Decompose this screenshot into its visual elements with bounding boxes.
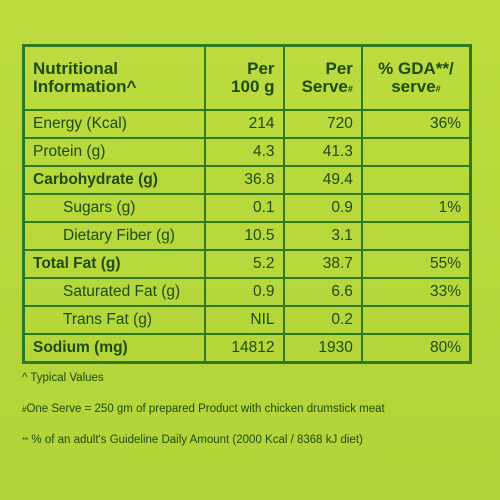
table-row: Sugars (g) 0.1 0.9 1% — [22, 193, 472, 223]
table-row: Saturated Fat (g) 0.9 6.6 33% — [22, 277, 472, 307]
footnote-gda: ** % of an adult's Guideline Daily Amoun… — [22, 434, 363, 446]
row-label: Sugars (g) — [22, 193, 207, 223]
row-per100: 10.5 — [204, 221, 285, 251]
row-label: Trans Fat (g) — [22, 305, 207, 335]
row-perserve: 6.6 — [282, 277, 363, 307]
footnote-serve: #One Serve = 250 gm of prepared Product … — [22, 403, 385, 415]
row-per100: 5.2 — [204, 249, 285, 279]
row-gda: 36% — [360, 109, 472, 139]
footnote-asterisk-mark: ** — [22, 436, 29, 445]
footnote-hash-mark: # — [22, 405, 27, 414]
table-row: Carbohydrate (g) 36.8 49.4 — [22, 165, 472, 195]
header-per-serve: Per Serve# — [282, 44, 363, 111]
table-row: Dietary Fiber (g) 10.5 3.1 — [22, 221, 472, 251]
table-row: Total Fat (g) 5.2 38.7 55% — [22, 249, 472, 279]
row-label: Energy (Kcal) — [22, 109, 207, 139]
row-gda — [360, 165, 472, 195]
row-label: Saturated Fat (g) — [22, 277, 207, 307]
row-gda — [360, 305, 472, 335]
header-per-100g: Per 100 g — [204, 44, 285, 111]
row-gda: 55% — [360, 249, 472, 279]
row-label: Sodium (mg) — [22, 333, 207, 364]
row-label: Protein (g) — [22, 137, 207, 167]
serve-hash-mark: # — [347, 84, 353, 94]
row-per100: NIL — [204, 305, 285, 335]
row-per100: 36.8 — [204, 165, 285, 195]
row-per100: 214 — [204, 109, 285, 139]
row-perserve: 720 — [282, 109, 363, 139]
row-perserve: 49.4 — [282, 165, 363, 195]
table-row: Protein (g) 4.3 41.3 — [22, 137, 472, 167]
nutrition-table: Nutritional Information^ Per 100 g Per S… — [22, 44, 472, 364]
gda-hash-mark: # — [435, 84, 441, 94]
table-header-row: Nutritional Information^ Per 100 g Per S… — [22, 44, 472, 111]
row-gda — [360, 221, 472, 251]
row-per100: 14812 — [204, 333, 285, 364]
row-per100: 0.9 — [204, 277, 285, 307]
row-perserve: 38.7 — [282, 249, 363, 279]
row-label: Dietary Fiber (g) — [22, 221, 207, 251]
row-label: Carbohydrate (g) — [22, 165, 207, 195]
row-gda: 33% — [360, 277, 472, 307]
row-gda: 1% — [360, 193, 472, 223]
table-row: Sodium (mg) 14812 1930 80% — [22, 333, 472, 364]
header-nutritional-information: Nutritional Information^ — [22, 44, 207, 111]
row-per100: 4.3 — [204, 137, 285, 167]
row-perserve: 1930 — [282, 333, 363, 364]
row-perserve: 0.9 — [282, 193, 363, 223]
header-gda-per-serve: % GDA**/ serve# — [360, 44, 472, 111]
row-perserve: 3.1 — [282, 221, 363, 251]
table-row: Trans Fat (g) NIL 0.2 — [22, 305, 472, 335]
row-perserve: 41.3 — [282, 137, 363, 167]
row-gda — [360, 137, 472, 167]
row-gda: 80% — [360, 333, 472, 364]
table-row: Energy (Kcal) 214 720 36% — [22, 109, 472, 139]
row-perserve: 0.2 — [282, 305, 363, 335]
row-label: Total Fat (g) — [22, 249, 207, 279]
footnote-typical-values: ^ Typical Values — [22, 372, 104, 384]
row-per100: 0.1 — [204, 193, 285, 223]
